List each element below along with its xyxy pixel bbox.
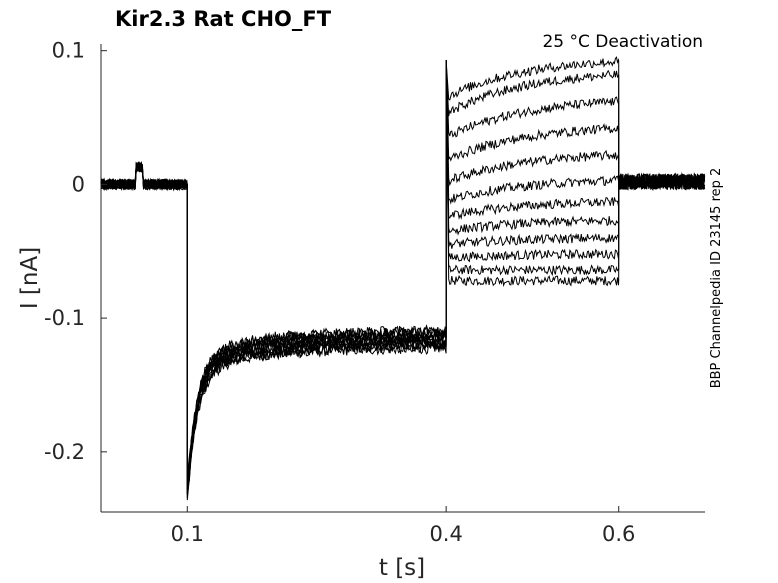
x-tick-label: 0.4: [429, 522, 462, 546]
condition-annotation: 25 °C Deactivation: [542, 32, 703, 52]
trace-5: [100, 59, 706, 492]
trace-2: [100, 59, 706, 501]
trace-3: [100, 59, 706, 495]
x-tick-label: 0.6: [602, 522, 635, 546]
x-axis-label: t [s]: [379, 555, 425, 581]
trace-6: [100, 59, 706, 487]
y-tick-label: -0.2: [44, 440, 85, 464]
y-tick-label: 0: [72, 172, 85, 196]
trace-12: [100, 56, 706, 485]
trace-7: [100, 59, 705, 494]
trace-10: [100, 59, 706, 490]
chart-title: Kir2.3 Rat CHO_FT: [115, 7, 332, 31]
trace-8: [100, 59, 706, 484]
x-ticks: 0.1 0.4 0.6: [171, 506, 635, 546]
trace-1: [100, 59, 706, 495]
plot-area: 0.1 0 -0.1 -0.2 0.1 0.4 0.6: [44, 39, 706, 546]
dataset-id-label: BBP Channelpedia ID 23145 rep 2: [709, 168, 724, 389]
trace-11: [100, 59, 706, 484]
y-tick-label: 0.1: [52, 39, 85, 63]
y-axis-label: I [nA]: [17, 247, 43, 309]
trace-9: [100, 59, 706, 485]
y-ticks: 0.1 0 -0.1 -0.2: [44, 39, 107, 464]
current-traces: [100, 56, 706, 501]
x-tick-label: 0.1: [171, 522, 204, 546]
y-tick-label: -0.1: [44, 306, 85, 330]
